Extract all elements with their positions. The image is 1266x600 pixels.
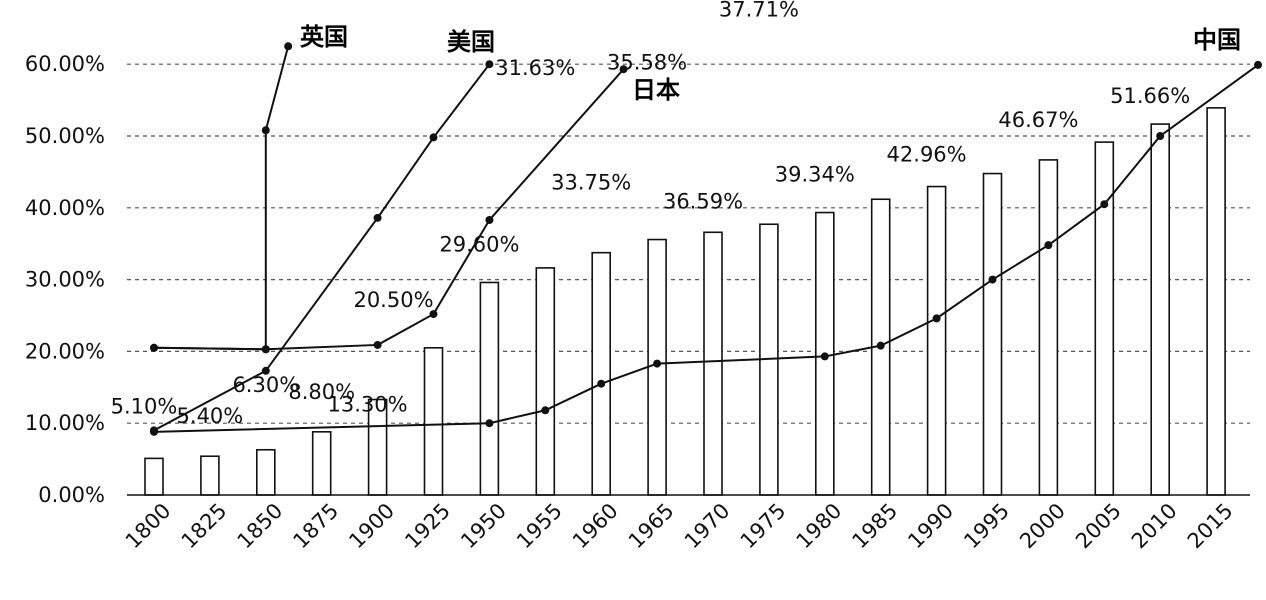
series-marker — [988, 275, 997, 284]
series-name-label: 英国 — [300, 23, 348, 51]
series-marker — [150, 427, 158, 436]
bars — [144, 107, 1226, 496]
bar-value-label: 8.80% — [288, 380, 355, 404]
y-tick-labels: 0.00% 10.00% 20.00% 30.00% 40.00% 50.00% 60.00… — [25, 52, 105, 507]
series-name-label: 日本 — [632, 76, 680, 104]
y-tick-label: 40.00% — [25, 196, 105, 220]
bar-value-label: 51.66% — [1110, 84, 1190, 108]
series-marker — [373, 213, 382, 222]
series-marker — [876, 341, 885, 350]
x-tick-label: 2010 — [1127, 499, 1182, 554]
bar-value-label: 37.71% — [719, 0, 799, 21]
x-tick-label: 1975 — [736, 499, 791, 554]
bar-value-label: 35.58% — [607, 51, 687, 75]
series-marker — [284, 42, 293, 51]
series-marker — [820, 352, 829, 361]
bar — [982, 172, 1003, 496]
y-tick-label: 50.00% — [25, 124, 105, 148]
bar-value-label: 39.34% — [775, 163, 855, 187]
x-tick-label: 2015 — [1183, 499, 1238, 554]
x-tick-label: 1995 — [959, 499, 1014, 554]
series-name-label: 中国 — [1193, 26, 1241, 54]
series-marker — [485, 216, 494, 225]
bar-value-label: 6.30% — [232, 373, 299, 397]
x-tick-label: 1965 — [624, 499, 679, 554]
x-tick-label: 2000 — [1015, 499, 1070, 554]
bar-value-label: 46.67% — [998, 108, 1078, 132]
bar-value-labels: 5.10% 5.40% 6.30%8.80%13.30% 20.50% 29.60% 31… — [111, 0, 1191, 428]
series-marker — [541, 406, 550, 415]
bar — [926, 185, 947, 496]
bar — [703, 231, 723, 496]
bar — [1150, 123, 1170, 496]
gridlines — [127, 63, 1250, 424]
series-marker — [1156, 132, 1165, 140]
series-marker — [597, 379, 606, 388]
x-tick-label: 1900 — [344, 499, 399, 554]
x-tick-label: 1980 — [792, 499, 847, 554]
series-line — [153, 45, 290, 351]
series-marker — [619, 65, 628, 74]
bar-value-label: 20.50% — [353, 288, 433, 312]
x-tick-label: 1955 — [512, 499, 567, 554]
y-tick-label: 0.00% — [38, 483, 105, 507]
series-marker — [485, 60, 494, 69]
y-tick-label: 20.00% — [25, 339, 105, 363]
bar — [423, 347, 444, 496]
x-tick-label: 1960 — [568, 499, 623, 554]
bar — [591, 251, 612, 496]
series-marker — [150, 343, 158, 352]
bar-value-label: 31.63% — [495, 56, 575, 80]
bar — [1038, 159, 1059, 496]
series-lines — [150, 42, 1263, 436]
series-marker — [1044, 241, 1053, 250]
x-tick-label: 1990 — [903, 499, 958, 554]
x-tick-label: 1825 — [177, 499, 232, 554]
series-marker — [261, 126, 270, 135]
series-marker — [932, 314, 941, 323]
bar — [1206, 107, 1226, 496]
bar-value-label: 5.10% — [111, 394, 178, 418]
x-tick-label: 1800 — [121, 499, 176, 554]
bar-value-label: 29.60% — [439, 232, 519, 256]
series-marker — [653, 359, 662, 368]
x-tick-label: 1875 — [288, 499, 343, 554]
x-tick-label: 1925 — [400, 499, 455, 554]
bar — [535, 267, 556, 496]
series-marker — [261, 345, 270, 354]
series-marker — [373, 340, 382, 349]
y-tick-label: 10.00% — [25, 411, 105, 435]
series-marker — [429, 133, 438, 142]
bar-value-label: 42.96% — [887, 143, 967, 167]
series-line — [153, 68, 625, 351]
series-marker — [429, 310, 438, 319]
bar — [255, 448, 276, 496]
y-tick-label: 60.00% — [25, 52, 105, 76]
bar-value-label: 33.75% — [551, 171, 631, 195]
bar — [479, 281, 500, 496]
x-tick-label: 2005 — [1071, 499, 1126, 554]
x-tick-label: 1850 — [233, 499, 288, 554]
y-tick-label: 30.00% — [25, 268, 105, 292]
bar-value-label: 13.30% — [328, 393, 408, 417]
bar — [311, 431, 332, 496]
series-marker — [1254, 60, 1263, 69]
x-tick-label: 1970 — [680, 499, 735, 554]
bar-value-label: 36.59% — [663, 189, 743, 213]
series-name-label: 美国 — [447, 28, 495, 56]
bar-value-label: 5.40% — [177, 404, 244, 428]
bar — [144, 457, 164, 496]
series-marker — [485, 419, 494, 428]
series-marker — [261, 366, 270, 375]
x-tick-label: 1985 — [847, 499, 902, 554]
series-marker — [1100, 200, 1109, 209]
x-tick-label: 1950 — [456, 499, 511, 554]
bar — [200, 455, 220, 496]
x-tick-labels: 1800 1825 1850 1875 1900 1925 1950 1955 1960 1965… — [121, 499, 1238, 554]
